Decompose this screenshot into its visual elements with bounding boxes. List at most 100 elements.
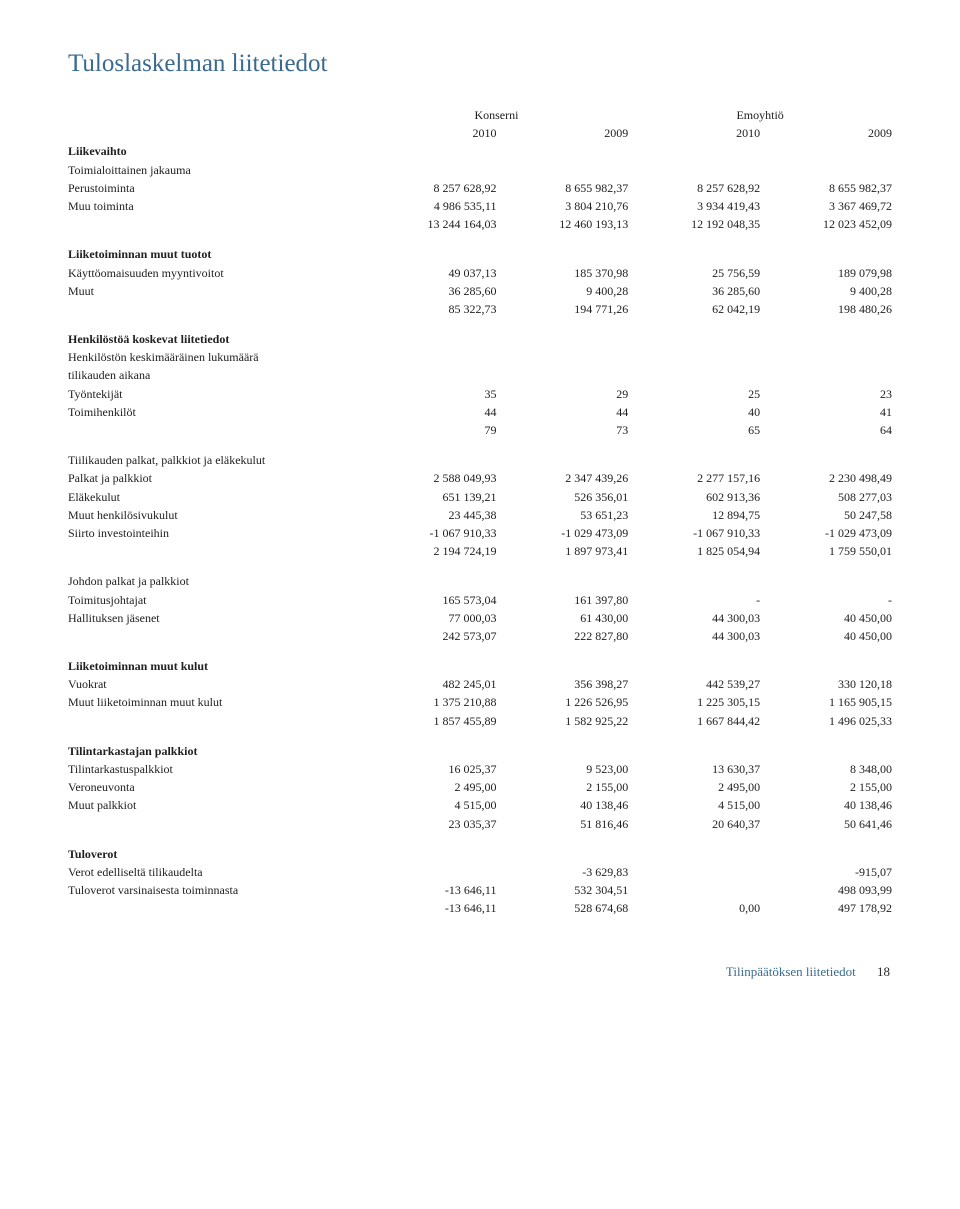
table-row-total: -13 646,11 528 674,68 0,00 497 178,92 xyxy=(68,899,892,917)
cell: 25 756,59 xyxy=(628,264,760,282)
row-label: Perustoiminta xyxy=(68,179,365,197)
cell: -3 629,83 xyxy=(496,863,628,881)
cell: 1 759 550,01 xyxy=(760,542,892,560)
cell: 3 934 419,43 xyxy=(628,197,760,215)
table-row: tilikauden aikana xyxy=(68,366,892,384)
cell: -13 646,11 xyxy=(365,881,497,899)
section-heading: Henkilöstöä koskevat liitetiedot xyxy=(68,330,365,348)
cell: 1 496 025,33 xyxy=(760,712,892,730)
cell: 2 277 157,16 xyxy=(628,469,760,487)
cell: 36 285,60 xyxy=(365,282,497,300)
table-row: Toimihenkilöt 44 44 40 41 xyxy=(68,403,892,421)
cell: 50 641,46 xyxy=(760,815,892,833)
cell: 62 042,19 xyxy=(628,300,760,318)
table-row: Veroneuvonta 2 495,00 2 155,00 2 495,00 … xyxy=(68,778,892,796)
table-row-total: 79 73 65 64 xyxy=(68,421,892,439)
cell: 23 xyxy=(760,385,892,403)
cell: 497 178,92 xyxy=(760,899,892,917)
row-label: Toimitusjohtajat xyxy=(68,591,365,609)
section-heading: Liiketoiminnan muut tuotot xyxy=(68,245,365,263)
section-heading: Tilintarkastajan palkkiot xyxy=(68,742,365,760)
row-label: Muut palkkiot xyxy=(68,796,365,814)
table-row: Muut 36 285,60 9 400,28 36 285,60 9 400,… xyxy=(68,282,892,300)
cell: 40 450,00 xyxy=(760,609,892,627)
table-row: Palkat ja palkkiot 2 588 049,93 2 347 43… xyxy=(68,469,892,487)
cell: 189 079,98 xyxy=(760,264,892,282)
cell: 25 xyxy=(628,385,760,403)
table-row: Muut liiketoiminnan muut kulut 1 375 210… xyxy=(68,693,892,711)
cell: -915,07 xyxy=(760,863,892,881)
cell: 64 xyxy=(760,421,892,439)
cell: 41 xyxy=(760,403,892,421)
cell: 12 023 452,09 xyxy=(760,215,892,233)
cell: 44 300,03 xyxy=(628,627,760,645)
table-row: Muut palkkiot 4 515,00 40 138,46 4 515,0… xyxy=(68,796,892,814)
row-label: Palkat ja palkkiot xyxy=(68,469,365,487)
table-row: Perustoiminta 8 257 628,92 8 655 982,37 … xyxy=(68,179,892,197)
cell: 1 825 054,94 xyxy=(628,542,760,560)
table-row: Siirto investointeihin -1 067 910,33 -1 … xyxy=(68,524,892,542)
cell: 13 630,37 xyxy=(628,760,760,778)
financial-table: Konserni Emoyhtiö 2010 2009 2010 2009 Li… xyxy=(68,106,892,918)
cell: 35 xyxy=(365,385,497,403)
row-label: Muut xyxy=(68,282,365,300)
cell: 2 495,00 xyxy=(365,778,497,796)
cell: 49 037,13 xyxy=(365,264,497,282)
row-label: Muut henkilösivukulut xyxy=(68,506,365,524)
cell: 8 257 628,92 xyxy=(628,179,760,197)
table-row: Liiketoiminnan muut tuotot xyxy=(68,245,892,263)
table-row: Henkilöstöä koskevat liitetiedot xyxy=(68,330,892,348)
cell: 53 651,23 xyxy=(496,506,628,524)
col-group-emoyhtio: Emoyhtiö xyxy=(628,106,892,124)
section-subheading: tilikauden aikana xyxy=(68,366,365,384)
cell: 1 582 925,22 xyxy=(496,712,628,730)
cell: 44 xyxy=(496,403,628,421)
cell xyxy=(628,863,760,881)
cell xyxy=(365,863,497,881)
table-row: Tuloverot varsinaisesta toiminnasta -13 … xyxy=(68,881,892,899)
table-row: Tilintarkastajan palkkiot xyxy=(68,742,892,760)
cell: 2 230 498,49 xyxy=(760,469,892,487)
cell: 12 894,75 xyxy=(628,506,760,524)
cell: 44 xyxy=(365,403,497,421)
cell: 51 816,46 xyxy=(496,815,628,833)
cell: 482 245,01 xyxy=(365,675,497,693)
table-row: Käyttöomaisuuden myyntivoitot 49 037,13 … xyxy=(68,264,892,282)
table-row: Muu toiminta 4 986 535,11 3 804 210,76 3… xyxy=(68,197,892,215)
page-number: 18 xyxy=(877,964,890,980)
table-row: Muut henkilösivukulut 23 445,38 53 651,2… xyxy=(68,506,892,524)
column-year-row: 2010 2009 2010 2009 xyxy=(68,124,892,142)
cell: 1 897 973,41 xyxy=(496,542,628,560)
row-label: Vuokrat xyxy=(68,675,365,693)
row-label: Eläkekulut xyxy=(68,488,365,506)
cell: 1 667 844,42 xyxy=(628,712,760,730)
cell: 8 257 628,92 xyxy=(365,179,497,197)
column-group-row: Konserni Emoyhtiö xyxy=(68,106,892,124)
cell: -1 029 473,09 xyxy=(760,524,892,542)
cell: 20 640,37 xyxy=(628,815,760,833)
cell: 13 244 164,03 xyxy=(365,215,497,233)
table-row: Hallituksen jäsenet 77 000,03 61 430,00 … xyxy=(68,609,892,627)
table-row: Tiilikauden palkat, palkkiot ja eläkekul… xyxy=(68,451,892,469)
table-row: Vuokrat 482 245,01 356 398,27 442 539,27… xyxy=(68,675,892,693)
row-label: Muu toiminta xyxy=(68,197,365,215)
cell: 9 400,28 xyxy=(496,282,628,300)
cell xyxy=(628,881,760,899)
cell: 40 138,46 xyxy=(760,796,892,814)
cell: 8 348,00 xyxy=(760,760,892,778)
cell: 73 xyxy=(496,421,628,439)
cell: 2 495,00 xyxy=(628,778,760,796)
cell: 2 347 439,26 xyxy=(496,469,628,487)
row-label: Siirto investointeihin xyxy=(68,524,365,542)
cell: 40 450,00 xyxy=(760,627,892,645)
cell: 222 827,80 xyxy=(496,627,628,645)
cell: 2 588 049,93 xyxy=(365,469,497,487)
table-row: Tilintarkastuspalkkiot 16 025,37 9 523,0… xyxy=(68,760,892,778)
cell: 8 655 982,37 xyxy=(760,179,892,197)
cell: 1 226 526,95 xyxy=(496,693,628,711)
cell: 50 247,58 xyxy=(760,506,892,524)
cell: 3 804 210,76 xyxy=(496,197,628,215)
table-row: Johdon palkat ja palkkiot xyxy=(68,572,892,590)
table-row: Henkilöstön keskimääräinen lukumäärä xyxy=(68,348,892,366)
page-title: Tuloslaskelman liitetiedot xyxy=(68,50,892,78)
